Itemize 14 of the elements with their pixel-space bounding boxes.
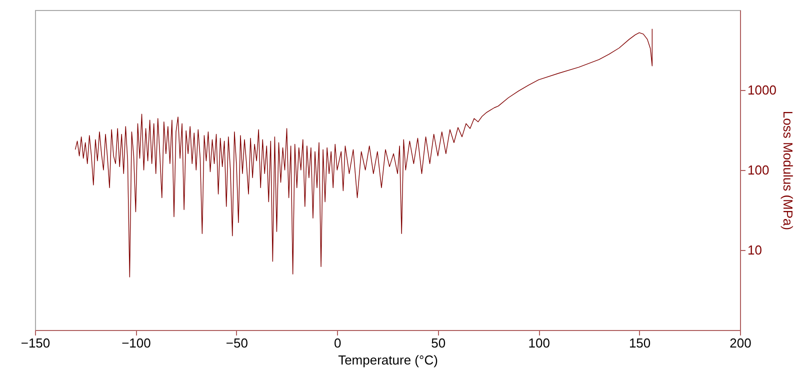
x-tick-label: −150 <box>20 336 50 350</box>
y-tick-label: 1000 <box>748 82 776 98</box>
y-tick-label: 100 <box>748 162 770 178</box>
x-tick-label: 200 <box>730 336 752 350</box>
y-axis-title: Loss Modulus (MPa) <box>780 110 796 230</box>
x-tick-label: −100 <box>122 336 151 350</box>
x-tick-label: 0 <box>334 336 342 350</box>
x-tick-label: 150 <box>628 336 651 350</box>
x-axis-title: Temperature (°C) <box>338 352 438 368</box>
line-series <box>74 28 653 278</box>
x-tick-label: −50 <box>226 336 248 350</box>
x-tick-label: 100 <box>528 336 550 350</box>
y-tick-label: 10 <box>748 242 762 258</box>
x-tick-label: 50 <box>431 336 446 350</box>
